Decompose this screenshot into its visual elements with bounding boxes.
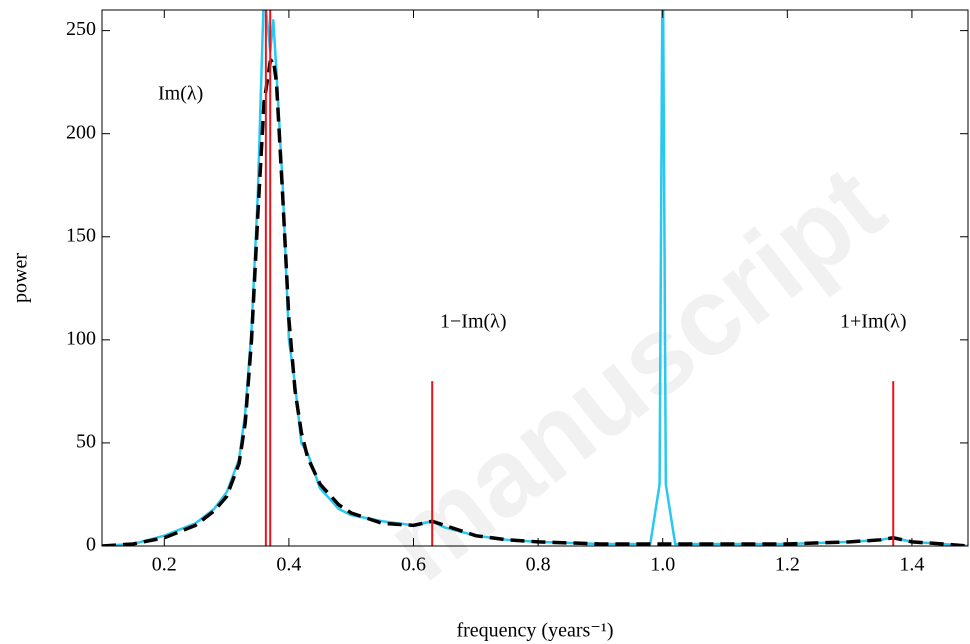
annotation: 1+Im(λ): [840, 311, 907, 333]
y-tick-label: 50: [76, 431, 96, 453]
y-tick-label: 150: [66, 224, 96, 246]
x-tick-label: 1.4: [899, 554, 924, 576]
annotation: Im(λ): [158, 83, 203, 105]
watermark: manuscript: [363, 142, 906, 604]
x-tick-label: 1.2: [775, 554, 800, 576]
x-tick-label: 0.8: [526, 554, 551, 576]
plot-frame: [101, 9, 969, 547]
y-tick-label: 0: [86, 534, 96, 556]
x-tick-label: 0.4: [276, 554, 301, 576]
y-tick-label: 100: [66, 327, 96, 349]
plot-area: [102, 10, 968, 546]
x-tick-label: 0.2: [152, 554, 177, 576]
y-tick-label: 200: [66, 121, 96, 143]
annotation: 1−Im(λ): [440, 311, 507, 333]
x-tick-label: 1.0: [650, 554, 675, 576]
y-tick-label: 250: [66, 18, 96, 40]
x-tick-label: 0.6: [401, 554, 426, 576]
series-line: [102, 57, 968, 546]
x-axis-label: frequency (years⁻¹): [456, 620, 613, 642]
y-axis-label: power: [10, 253, 32, 303]
